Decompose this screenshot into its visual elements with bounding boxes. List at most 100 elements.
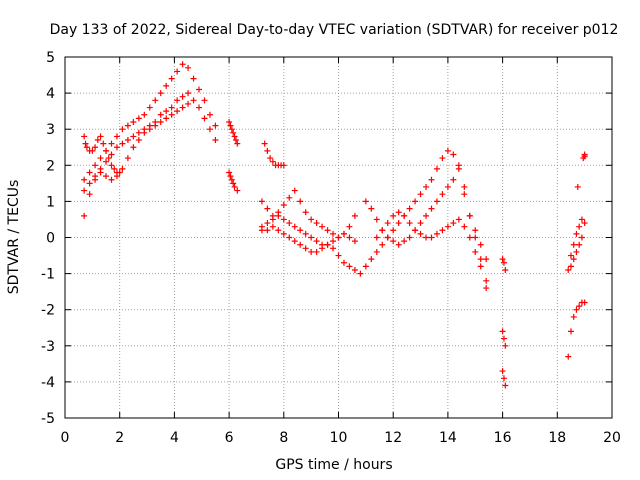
data-point: [335, 252, 342, 259]
data-point: [269, 216, 276, 223]
data-point: [111, 165, 118, 172]
data-point: [264, 147, 271, 154]
data-point: [373, 216, 380, 223]
series-hour-7-11-a: [258, 187, 358, 241]
data-point: [152, 122, 159, 129]
data-point: [141, 129, 148, 136]
data-point: [297, 241, 304, 248]
data-point: [576, 241, 583, 248]
data-point: [291, 238, 298, 245]
data-point: [108, 151, 115, 158]
data-point: [174, 108, 181, 115]
data-point: [472, 248, 479, 255]
data-point: [174, 97, 181, 104]
series-early-segment: [81, 133, 123, 176]
data-point: [86, 180, 93, 187]
data-point: [291, 187, 298, 194]
data-point: [130, 144, 137, 151]
data-point: [362, 263, 369, 270]
series-isolated: [574, 153, 588, 190]
data-point: [81, 176, 88, 183]
data-point: [401, 238, 408, 245]
data-point: [174, 68, 181, 75]
data-point: [92, 144, 99, 151]
x-tick-label: 10: [330, 430, 348, 446]
series-hour-18-19: [565, 151, 588, 360]
data-point: [230, 129, 237, 136]
data-point: [330, 245, 337, 252]
data-point: [499, 328, 506, 335]
data-point: [264, 205, 271, 212]
data-point: [302, 230, 309, 237]
series-hour-11-16-b: [362, 165, 490, 263]
data-point: [201, 115, 208, 122]
data-point: [466, 234, 473, 241]
data-point: [113, 133, 120, 140]
x-axis-ticks: 0 2 4 6 8 10 12 14 16 18 20: [61, 57, 621, 446]
data-point: [573, 230, 580, 237]
data-point: [269, 158, 276, 165]
y-tick-label: -2: [41, 303, 55, 319]
data-point: [89, 147, 96, 154]
data-point: [261, 140, 268, 147]
x-tick-label: 16: [494, 430, 512, 446]
data-point: [390, 212, 397, 219]
data-point: [185, 90, 192, 97]
y-tick-label: -4: [41, 375, 55, 391]
data-point: [346, 223, 353, 230]
data-point: [113, 144, 120, 151]
data-point: [466, 212, 473, 219]
data-point: [417, 220, 424, 227]
data-point: [351, 238, 358, 245]
data-point: [179, 93, 186, 100]
data-point: [157, 118, 164, 125]
data-point: [428, 205, 435, 212]
data-point: [135, 129, 142, 136]
data-point: [573, 306, 580, 313]
data-point: [157, 111, 164, 118]
data-point: [230, 180, 237, 187]
y-tick-label: -5: [41, 411, 55, 427]
data-point: [578, 216, 585, 223]
y-axis-ticks: -5 -4 -3 -2 -1 0 1 2 3 4 5: [41, 50, 612, 427]
data-point: [417, 230, 424, 237]
data-point: [581, 299, 588, 306]
data-point: [124, 122, 131, 129]
data-point: [319, 223, 326, 230]
data-point: [168, 104, 175, 111]
x-axis-label: GPS time / hours: [275, 457, 392, 473]
data-point: [455, 216, 462, 223]
data-point: [124, 155, 131, 162]
x-tick-label: 2: [115, 430, 124, 446]
data-point: [395, 209, 402, 216]
data-point: [269, 223, 276, 230]
data-point: [384, 234, 391, 241]
data-point: [92, 176, 99, 183]
data-point: [275, 212, 282, 219]
data-point: [573, 248, 580, 255]
series-branch-lower: [81, 100, 192, 219]
data-point: [423, 183, 430, 190]
data-point: [368, 256, 375, 263]
data-point: [231, 133, 238, 140]
data-point: [319, 245, 326, 252]
data-point: [324, 227, 331, 234]
data-point: [81, 187, 88, 194]
data-point: [444, 147, 451, 154]
data-point: [390, 227, 397, 234]
data-point: [502, 266, 509, 273]
data-point: [565, 353, 572, 360]
data-point: [196, 104, 203, 111]
data-point: [103, 173, 110, 180]
data-point: [267, 155, 274, 162]
data-point: [570, 313, 577, 320]
data-point: [135, 137, 142, 144]
data-point: [433, 230, 440, 237]
y-tick-label: -3: [41, 339, 55, 355]
data-point: [212, 122, 219, 129]
data-point: [428, 234, 435, 241]
data-point: [108, 140, 115, 147]
data-point: [423, 212, 430, 219]
data-point: [97, 169, 104, 176]
data-point: [477, 256, 484, 263]
